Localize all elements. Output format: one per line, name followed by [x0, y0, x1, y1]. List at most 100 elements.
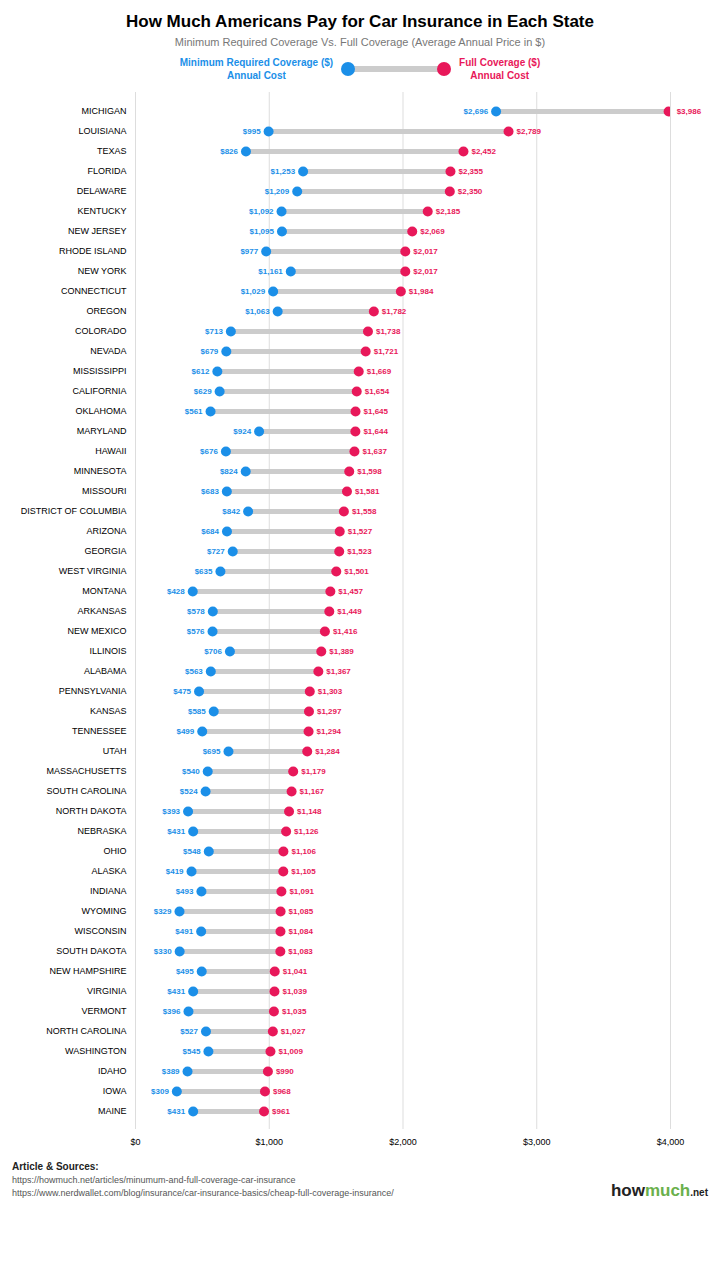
svg-text:$1,782: $1,782 — [382, 307, 407, 316]
svg-text:$0: $0 — [130, 1137, 140, 1147]
svg-text:$1,738: $1,738 — [376, 327, 401, 336]
svg-text:$1,558: $1,558 — [352, 507, 377, 516]
svg-text:KENTUCKY: KENTUCKY — [77, 206, 126, 216]
svg-text:$309: $309 — [151, 1087, 169, 1096]
svg-text:$1,501: $1,501 — [344, 567, 369, 576]
svg-text:$1,645: $1,645 — [364, 407, 389, 416]
svg-text:$1,389: $1,389 — [329, 647, 354, 656]
svg-text:COLORADO: COLORADO — [75, 326, 127, 336]
svg-text:MISSOURI: MISSOURI — [82, 486, 127, 496]
svg-text:$727: $727 — [207, 547, 225, 556]
svg-text:$1,083: $1,083 — [288, 947, 313, 956]
svg-text:FLORIDA: FLORIDA — [87, 166, 126, 176]
svg-text:$1,095: $1,095 — [249, 227, 274, 236]
svg-text:$1,161: $1,161 — [258, 267, 283, 276]
svg-text:SOUTH DAKOTA: SOUTH DAKOTA — [56, 946, 126, 956]
svg-text:$1,084: $1,084 — [288, 927, 313, 936]
svg-text:$713: $713 — [205, 327, 223, 336]
svg-text:$1,449: $1,449 — [337, 607, 362, 616]
svg-text:OREGON: OREGON — [86, 306, 126, 316]
svg-text:$683: $683 — [201, 487, 219, 496]
svg-text:$475: $475 — [173, 687, 191, 696]
svg-text:NEW YORK: NEW YORK — [78, 266, 127, 276]
svg-text:$706: $706 — [204, 647, 222, 656]
svg-text:$431: $431 — [167, 987, 185, 996]
svg-text:$1,209: $1,209 — [265, 187, 290, 196]
svg-text:$330: $330 — [154, 947, 172, 956]
svg-text:$499: $499 — [176, 727, 194, 736]
svg-text:KANSAS: KANSAS — [90, 706, 127, 716]
svg-text:$2,017: $2,017 — [413, 247, 438, 256]
svg-text:$561: $561 — [185, 407, 203, 416]
svg-text:$576: $576 — [187, 627, 205, 636]
svg-text:$495: $495 — [176, 967, 194, 976]
svg-text:$961: $961 — [272, 1107, 290, 1116]
svg-text:$2,069: $2,069 — [420, 227, 445, 236]
svg-text:$431: $431 — [167, 1107, 185, 1116]
svg-text:$3,000: $3,000 — [523, 1137, 551, 1147]
svg-text:$2,696: $2,696 — [464, 107, 489, 116]
svg-text:CONNECTICUT: CONNECTICUT — [61, 286, 127, 296]
svg-text:NEW HAMPSHIRE: NEW HAMPSHIRE — [49, 966, 126, 976]
svg-text:$1,637: $1,637 — [362, 447, 387, 456]
svg-text:MINNESOTA: MINNESOTA — [74, 466, 127, 476]
svg-text:$563: $563 — [185, 667, 203, 676]
svg-text:$2,017: $2,017 — [413, 267, 438, 276]
svg-text:OKLAHOMA: OKLAHOMA — [75, 406, 126, 416]
svg-text:NORTH DAKOTA: NORTH DAKOTA — [56, 806, 127, 816]
svg-text:$1,527: $1,527 — [348, 527, 373, 536]
svg-text:OHIO: OHIO — [103, 846, 126, 856]
svg-text:$585: $585 — [188, 707, 206, 716]
svg-text:$2,789: $2,789 — [517, 127, 542, 136]
svg-text:LOUISIANA: LOUISIANA — [78, 126, 126, 136]
svg-text:MONTANA: MONTANA — [82, 586, 126, 596]
svg-text:ALASKA: ALASKA — [91, 866, 126, 876]
svg-text:WEST VIRGINIA: WEST VIRGINIA — [59, 566, 127, 576]
svg-text:$545: $545 — [183, 1047, 201, 1056]
svg-text:$842: $842 — [222, 507, 240, 516]
svg-text:$329: $329 — [154, 907, 172, 916]
svg-text:WASHINGTON: WASHINGTON — [65, 1046, 127, 1056]
svg-text:$629: $629 — [194, 387, 212, 396]
svg-text:$4,000: $4,000 — [657, 1137, 685, 1147]
svg-text:$977: $977 — [240, 247, 258, 256]
svg-text:$2,000: $2,000 — [389, 1137, 417, 1147]
svg-text:$968: $968 — [273, 1087, 291, 1096]
svg-text:$1,063: $1,063 — [245, 307, 270, 316]
svg-text:GEORGIA: GEORGIA — [84, 546, 126, 556]
svg-text:$1,091: $1,091 — [289, 887, 314, 896]
svg-text:$1,294: $1,294 — [317, 727, 342, 736]
svg-text:NEVADA: NEVADA — [90, 346, 126, 356]
svg-text:$2,350: $2,350 — [458, 187, 483, 196]
svg-text:$1,297: $1,297 — [317, 707, 342, 716]
svg-text:$612: $612 — [192, 367, 210, 376]
svg-text:$493: $493 — [176, 887, 194, 896]
svg-text:$1,085: $1,085 — [289, 907, 314, 916]
svg-text:$1,654: $1,654 — [365, 387, 390, 396]
svg-text:$578: $578 — [187, 607, 205, 616]
svg-text:$1,027: $1,027 — [281, 1027, 306, 1036]
svg-text:DELAWARE: DELAWARE — [77, 186, 127, 196]
svg-text:$1,367: $1,367 — [326, 667, 351, 676]
svg-text:$1,457: $1,457 — [338, 587, 363, 596]
svg-text:$393: $393 — [162, 807, 180, 816]
svg-text:ARKANSAS: ARKANSAS — [77, 606, 126, 616]
svg-text:$635: $635 — [195, 567, 213, 576]
svg-text:IOWA: IOWA — [103, 1086, 127, 1096]
svg-text:PENNSYLVANIA: PENNSYLVANIA — [59, 686, 127, 696]
svg-text:$684: $684 — [201, 527, 219, 536]
svg-text:WYOMING: WYOMING — [82, 906, 127, 916]
svg-text:$3,986: $3,986 — [677, 107, 702, 116]
svg-text:MISSISSIPPI: MISSISSIPPI — [73, 366, 127, 376]
svg-text:$1,669: $1,669 — [367, 367, 392, 376]
svg-text:TEXAS: TEXAS — [97, 146, 127, 156]
svg-text:NEW MEXICO: NEW MEXICO — [67, 626, 126, 636]
svg-text:$491: $491 — [175, 927, 193, 936]
svg-text:ALABAMA: ALABAMA — [84, 666, 127, 676]
svg-text:$826: $826 — [220, 147, 238, 156]
svg-text:$1,029: $1,029 — [241, 287, 266, 296]
svg-text:UTAH: UTAH — [103, 746, 127, 756]
svg-text:$1,721: $1,721 — [374, 347, 399, 356]
svg-text:NORTH CAROLINA: NORTH CAROLINA — [46, 1026, 126, 1036]
svg-text:$1,041: $1,041 — [283, 967, 308, 976]
